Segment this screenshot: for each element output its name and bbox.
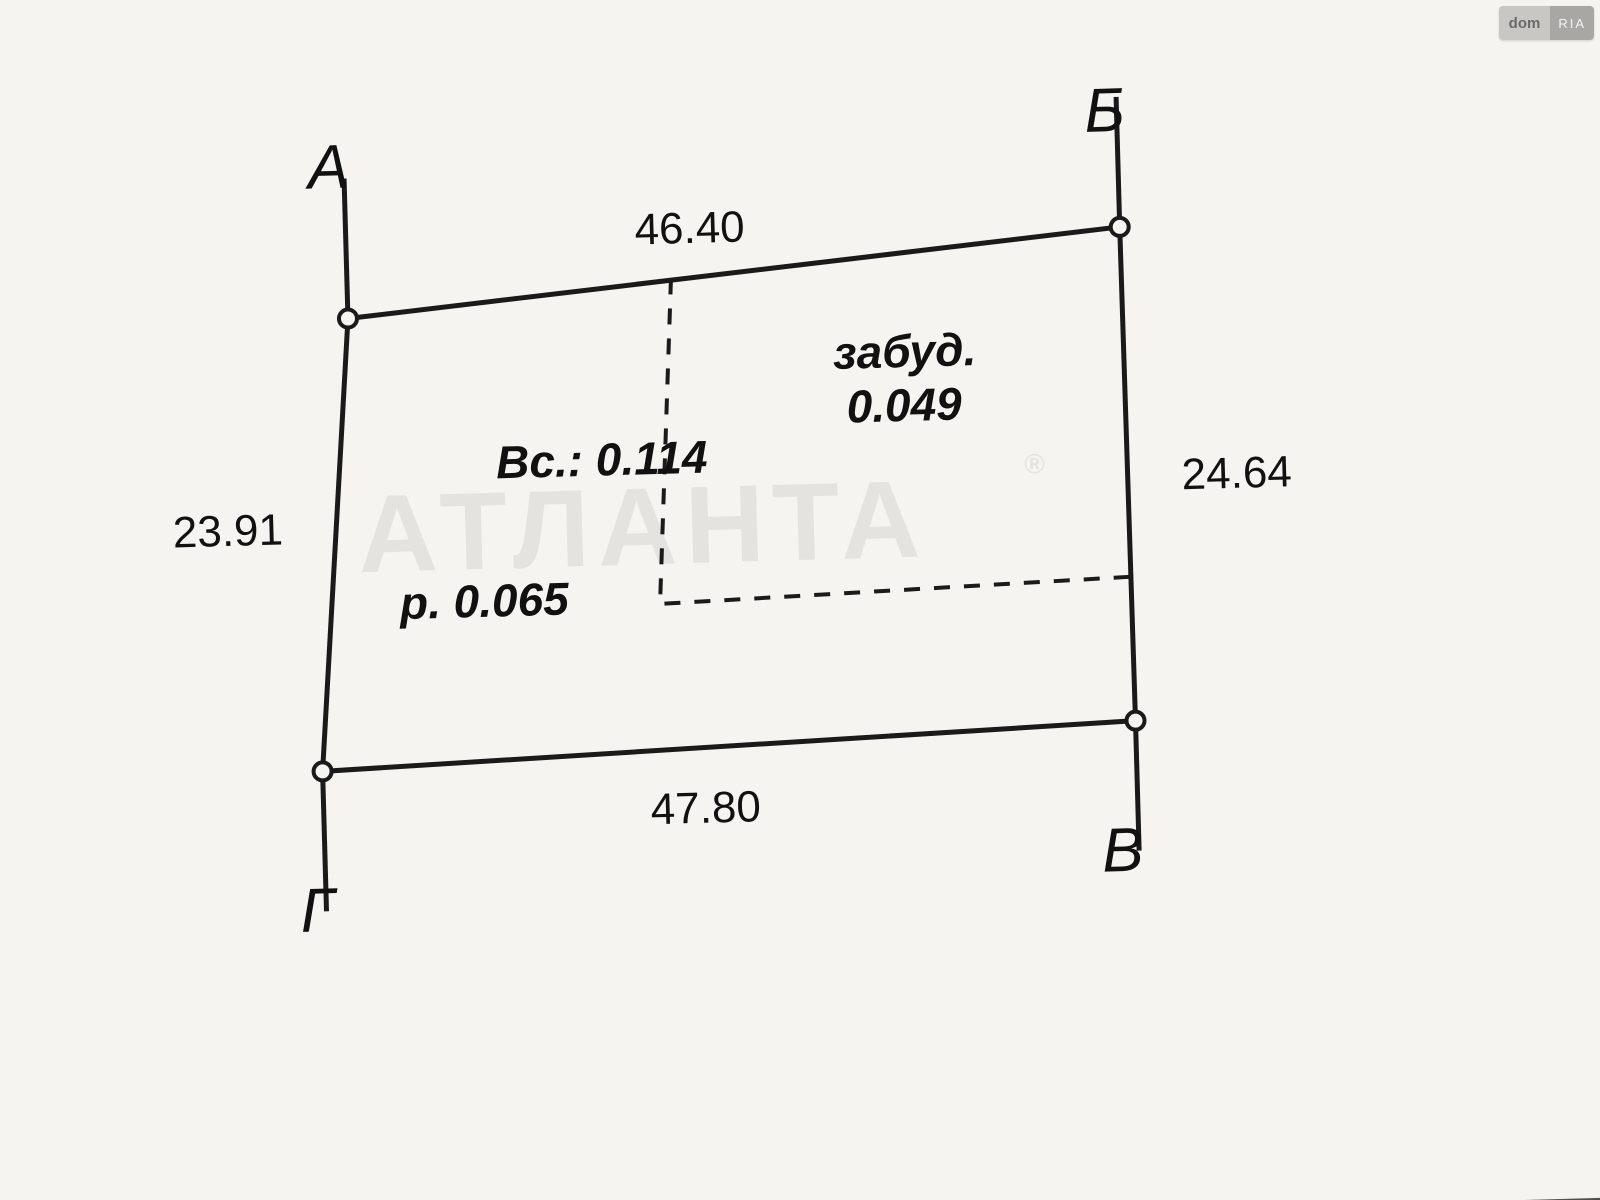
area-total-label: Вс.: 0.114 [495,431,708,489]
dimension-right: 24.64 [1181,447,1292,499]
source-badge-right: RIA [1550,6,1594,40]
vertex-v [1126,711,1144,729]
area-built-value: 0.049 [846,377,963,432]
corner-label-v: В [1101,816,1144,886]
vertex-b [1110,218,1128,236]
corner-label-b: Б [1084,76,1126,146]
dimension-top: 46.40 [634,202,745,254]
area-built-label: забуд. [832,323,977,379]
vertex-g [313,762,331,780]
paper-sheet: АТЛАНТА ® А Б В Г 46.40 24.64 47.8 [0,0,1600,1200]
source-badge: dom RIA [1499,6,1594,40]
corner-label-g: Г [300,876,340,946]
vertex-a [339,309,357,327]
watermark-registered-icon: ® [1024,448,1053,480]
corner-label-a: А [303,132,350,202]
dimension-bottom: 47.80 [650,782,761,834]
dimension-left: 23.91 [172,505,283,557]
parcel-svg: АТЛАНТА ® А Б В Г 46.40 24.64 47.8 [0,0,1600,1200]
area-p-label: р. 0.065 [397,572,571,629]
source-badge-left: dom [1499,6,1551,40]
diagram-stage: АТЛАНТА ® А Б В Г 46.40 24.64 47.8 [0,0,1600,1200]
